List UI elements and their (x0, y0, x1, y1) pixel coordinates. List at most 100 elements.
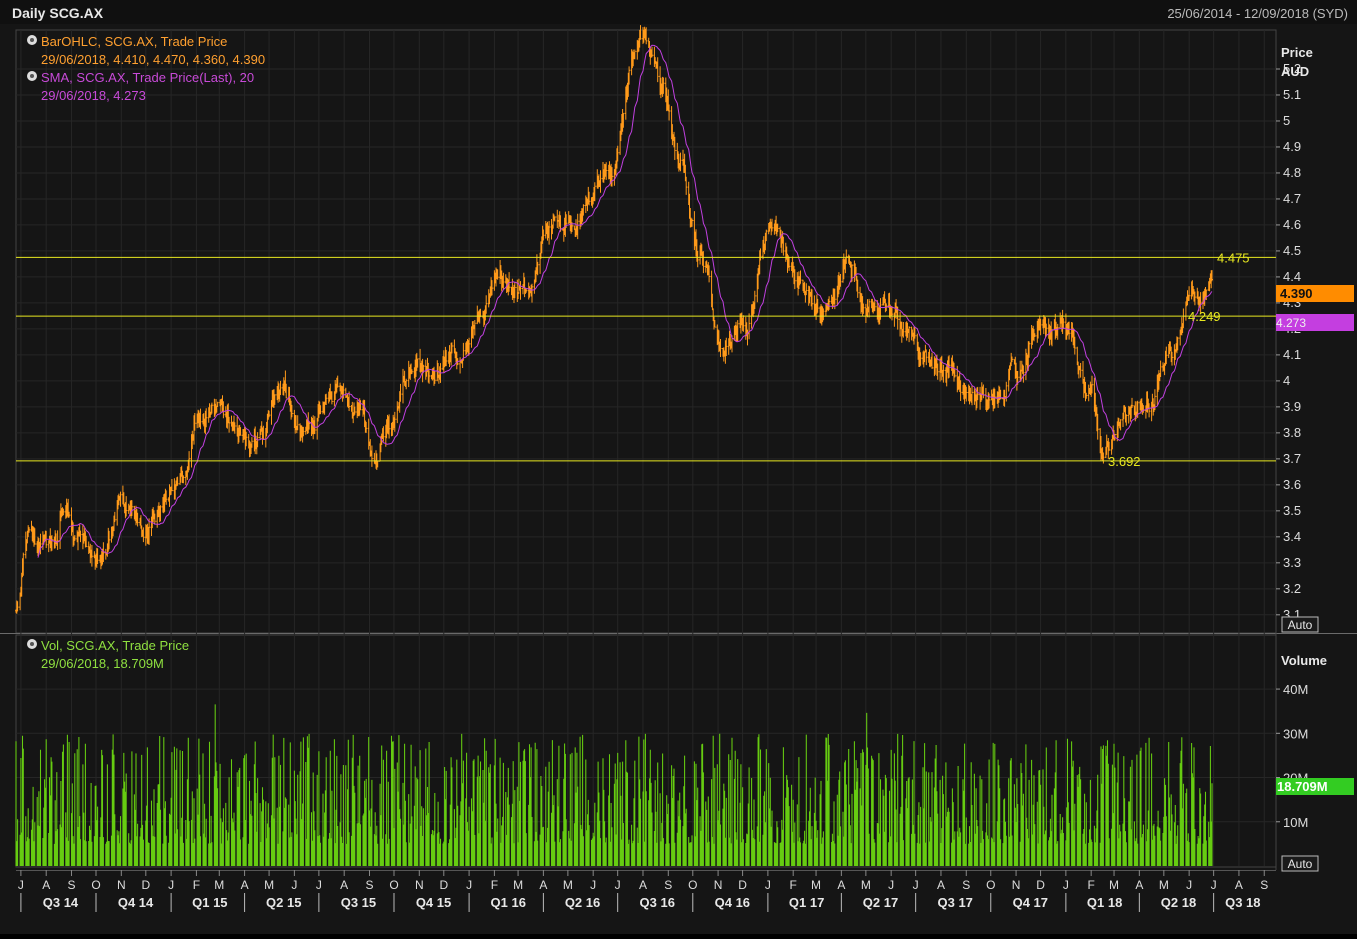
price-auto-scale-button[interactable]: Auto (1281, 616, 1319, 633)
price-tick-label: 3.9 (1283, 399, 1301, 414)
month-tick-label: O (986, 878, 995, 892)
month-tick-label: A (241, 878, 249, 892)
price-axis-unit: AUD (1281, 64, 1309, 79)
month-tick-label: M (513, 878, 523, 892)
last-price-badge: 4.390 (1276, 285, 1354, 302)
month-tick-label: A (639, 878, 647, 892)
svg-text:4.390: 4.390 (1280, 286, 1313, 301)
month-tick-label: D (738, 878, 747, 892)
volume-auto-scale-button[interactable]: Auto (1281, 855, 1319, 872)
svg-text:4.273: 4.273 (1276, 316, 1306, 330)
price-tick-label: 3.6 (1283, 477, 1301, 492)
month-tick-label: M (1159, 878, 1169, 892)
grid (16, 30, 1276, 866)
month-tick-label: D (439, 878, 448, 892)
quarter-tick-label: Q2 18 (1161, 895, 1196, 910)
month-tick-label: D (141, 878, 150, 892)
month-tick-label: F (193, 878, 200, 892)
chart-title: Daily SCG.AX (12, 5, 104, 21)
volume-legend-label: Vol, SCG.AX, Trade Price (41, 638, 189, 653)
month-tick-label: S (1260, 878, 1268, 892)
horizontal-levels: 4.475 4.249 3.692 (16, 250, 1276, 469)
price-tick-label: 5.2 (1283, 61, 1301, 76)
month-tick-label: J (615, 878, 621, 892)
sma-series (37, 44, 1213, 558)
quarter-tick-label: Q3 16 (640, 895, 675, 910)
month-tick-label: A (539, 878, 547, 892)
quarter-tick-label: Q2 15 (266, 895, 301, 910)
ohlc-legend-icon[interactable] (27, 35, 37, 45)
month-tick-label: J (590, 878, 596, 892)
month-tick-label: F (1088, 878, 1095, 892)
month-tick-label: F (491, 878, 498, 892)
price-axis: 5.25.154.94.84.74.64.54.44.34.24.143.93.… (1276, 61, 1301, 622)
month-tick-label: J (168, 878, 174, 892)
quarter-tick-label: Q4 17 (1013, 895, 1048, 910)
month-tick-label: D (1036, 878, 1045, 892)
volume-tick-label: 10M (1283, 815, 1308, 830)
month-tick-label: J (765, 878, 771, 892)
month-tick-label: M (214, 878, 224, 892)
level-label: 3.692 (1108, 454, 1141, 469)
month-tick-label: A (1235, 878, 1243, 892)
quarter-tick-label: Q3 17 (937, 895, 972, 910)
month-tick-label: J (1186, 878, 1192, 892)
month-tick-label: S (365, 878, 373, 892)
month-tick-label: O (91, 878, 100, 892)
volume-bars (15, 704, 1213, 866)
quarter-tick-label: Q4 14 (118, 895, 154, 910)
quarter-tick-label: Q4 16 (715, 895, 750, 910)
price-tick-label: 3.7 (1283, 451, 1301, 466)
month-tick-label: S (664, 878, 672, 892)
quarter-tick-label: Q1 15 (192, 895, 227, 910)
quarter-tick-label: Q3 18 (1225, 895, 1260, 910)
quarter-tick-label: Q3 15 (341, 895, 376, 910)
price-tick-label: 4.9 (1283, 139, 1301, 154)
svg-text:Auto: Auto (1288, 857, 1313, 871)
month-tick-label: A (1135, 878, 1143, 892)
month-tick-label: N (714, 878, 723, 892)
price-tick-label: 4.5 (1283, 243, 1301, 258)
month-tick-label: N (117, 878, 126, 892)
sma-badge: 4.273 (1276, 314, 1354, 331)
price-tick-label: 4 (1283, 373, 1290, 388)
month-tick-label: M (563, 878, 573, 892)
volume-legend: Vol, SCG.AX, Trade Price 29/06/2018, 18.… (27, 638, 189, 671)
month-tick-label: O (688, 878, 697, 892)
svg-text:Auto: Auto (1288, 618, 1313, 632)
level-label: 4.475 (1217, 250, 1250, 265)
ohlc-bars (15, 25, 1213, 614)
quarter-tick-label: Q3 14 (43, 895, 79, 910)
price-tick-label: 4.6 (1283, 217, 1301, 232)
month-tick-label: A (340, 878, 348, 892)
ohlc-legend-label: BarOHLC, SCG.AX, Trade Price (41, 34, 227, 49)
price-tick-label: 4.1 (1283, 347, 1301, 362)
quarter-tick-label: Q4 15 (416, 895, 451, 910)
price-tick-label: 3.4 (1283, 529, 1301, 544)
month-tick-label: J (316, 878, 322, 892)
price-legend: BarOHLC, SCG.AX, Trade Price 29/06/2018,… (27, 34, 265, 103)
price-tick-label: 5.1 (1283, 87, 1301, 102)
volume-tick-label: 40M (1283, 682, 1308, 697)
month-tick-label: J (291, 878, 297, 892)
price-axis-title: Price (1281, 45, 1313, 60)
svg-text:18.709M: 18.709M (1277, 779, 1328, 794)
volume-legend-values: 29/06/2018, 18.709M (41, 656, 164, 671)
sma-legend-icon[interactable] (27, 71, 37, 81)
price-tick-label: 3.5 (1283, 503, 1301, 518)
month-tick-label: S (68, 878, 76, 892)
price-tick-label: 3.2 (1283, 581, 1301, 596)
month-tick-label: J (888, 878, 894, 892)
month-tick-label: F (790, 878, 797, 892)
month-tick-label: J (1211, 878, 1217, 892)
quarter-tick-label: Q2 16 (565, 895, 600, 910)
month-tick-label: J (18, 878, 24, 892)
ohlc-series (15, 25, 1213, 614)
volume-axis-title: Volume (1281, 653, 1327, 668)
price-tick-label: 3.8 (1283, 425, 1301, 440)
volume-legend-icon[interactable] (27, 639, 37, 649)
month-tick-label: N (1012, 878, 1021, 892)
